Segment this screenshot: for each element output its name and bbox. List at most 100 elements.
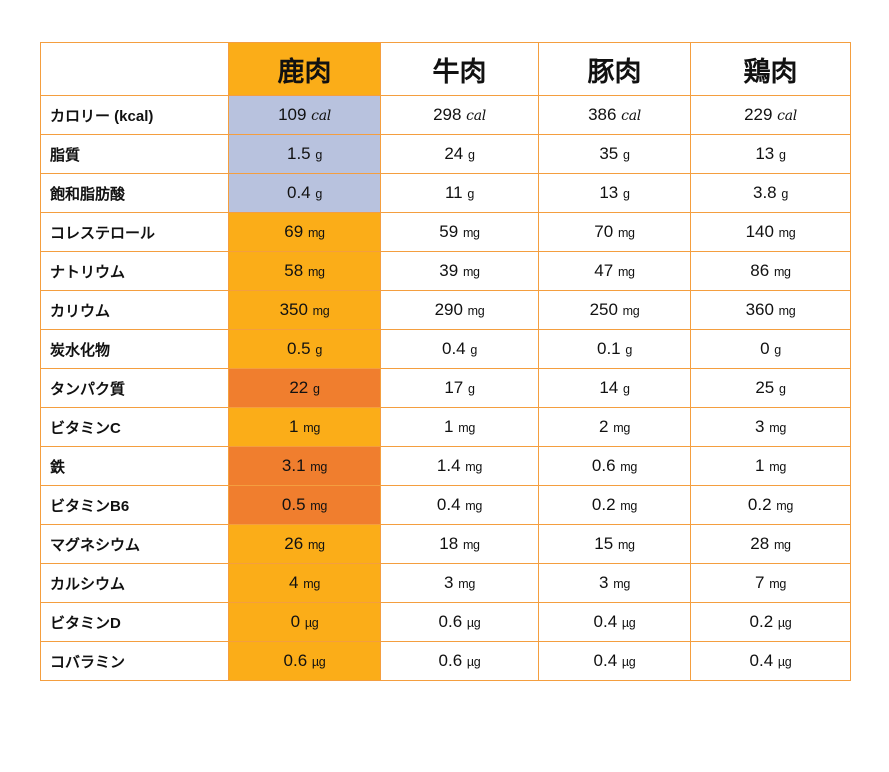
value-cell: 22 g (228, 368, 381, 408)
unit-label: µg (466, 655, 481, 669)
unit-label: mg (769, 577, 786, 591)
value-cell: 0.2 mg (538, 485, 691, 525)
value-text: 25 (755, 378, 775, 397)
unit-label: mg (769, 421, 786, 435)
value-cell: 350 mg (228, 290, 381, 330)
value-text: 1 (755, 456, 765, 475)
value-cell: 25 g (690, 368, 851, 408)
value-text: 18 (439, 534, 459, 553)
row-label: カルシウム (40, 563, 229, 603)
value-cell: 3 mg (538, 563, 691, 603)
value-cell: 0.6 µg (228, 641, 381, 681)
column-header: 豚肉 (538, 42, 691, 96)
value-cell: 35 g (538, 134, 691, 174)
value-text: 7 (755, 573, 765, 592)
unit-label: mg (465, 499, 483, 513)
unit-label: mg (310, 499, 328, 513)
unit-label: mg (617, 226, 635, 240)
table-row: 鉄 3.1 mg 1.4 mg 0.6 mg 1 mg (40, 446, 851, 486)
value-text: 0.6 (283, 651, 308, 670)
value-text: 229 (744, 105, 773, 124)
value-text: 0.5 (286, 339, 311, 358)
unit-label: g (467, 187, 475, 201)
row-label: カリウム (40, 290, 229, 330)
value-cell: 0 g (690, 329, 851, 369)
value-text: 298 (433, 105, 462, 124)
value-cell: 1.5 g (228, 134, 381, 174)
value-cell: 0.4 µg (538, 641, 691, 681)
unit-label: cal (777, 108, 797, 124)
unit-label: g (779, 382, 786, 396)
table-row: コレステロール 69 mg 59 mg 70 mg 140 mg (40, 212, 851, 252)
value-cell: 229 cal (690, 95, 851, 135)
value-cell: 13 g (538, 173, 691, 213)
value-text: 11 (444, 183, 463, 202)
value-text: 3 (755, 417, 765, 436)
value-text: 35 (599, 144, 619, 163)
value-text: 47 (594, 261, 614, 280)
value-text: 0.2 (749, 612, 774, 631)
corner-cell (40, 42, 229, 96)
value-text: 2 (599, 417, 609, 436)
value-text: 58 (284, 261, 304, 280)
value-text: 13 (755, 144, 775, 163)
unit-label: cal (621, 108, 641, 124)
unit-label: g (315, 148, 323, 162)
table-row: タンパク質 22 g 17 g 14 g 25 g (40, 368, 851, 408)
value-text: 0 (760, 339, 770, 358)
unit-label: g (470, 343, 478, 357)
unit-label: g (313, 382, 320, 396)
value-text: 17 (444, 378, 464, 397)
value-text: 0.6 (591, 456, 616, 475)
unit-label: mg (462, 226, 480, 240)
value-text: 0.5 (281, 495, 306, 514)
column-header: 鹿肉 (228, 42, 381, 96)
value-cell: 18 mg (380, 524, 539, 564)
value-cell: 47 mg (538, 251, 691, 291)
unit-label: µg (311, 655, 326, 669)
row-label: マグネシウム (40, 524, 229, 564)
value-text: 3 (599, 573, 609, 592)
unit-label: µg (466, 616, 481, 630)
unit-label: g (779, 148, 786, 162)
value-text: 0.4 (436, 495, 461, 514)
unit-label: mg (303, 577, 320, 591)
unit-label: mg (307, 226, 325, 240)
value-cell: 386 cal (538, 95, 691, 135)
column-header: 牛肉 (380, 42, 539, 96)
value-text: 13 (599, 183, 619, 202)
value-text: 15 (594, 534, 614, 553)
unit-label: g (468, 148, 475, 162)
unit-label: mg (613, 577, 630, 591)
unit-label: µg (304, 616, 319, 630)
value-cell: 24 g (380, 134, 539, 174)
unit-label: mg (769, 460, 786, 474)
value-cell: 58 mg (228, 251, 381, 291)
row-label: タンパク質 (40, 368, 229, 408)
row-label: ナトリウム (40, 251, 229, 291)
table-row: 飽和脂肪酸 0.4 g 11 g 13 g 3.8 g (40, 173, 851, 213)
value-cell: 3.1 mg (228, 446, 381, 486)
value-text: 0.2 (747, 495, 772, 514)
unit-label: g (315, 187, 323, 201)
value-cell: 360 mg (690, 290, 851, 330)
unit-label: mg (773, 538, 791, 552)
value-cell: 3.8 g (690, 173, 851, 213)
value-cell: 298 cal (380, 95, 539, 135)
value-text: 69 (284, 222, 304, 241)
value-text: 1.5 (286, 144, 311, 163)
unit-label: mg (778, 304, 796, 318)
table-row: カリウム 350 mg 290 mg 250 mg 360 mg (40, 290, 851, 330)
unit-label: mg (312, 304, 330, 318)
value-text: 14 (599, 378, 619, 397)
value-text: 3.1 (281, 456, 306, 475)
value-cell: 69 mg (228, 212, 381, 252)
value-text: 39 (439, 261, 459, 280)
value-cell: 39 mg (380, 251, 539, 291)
row-label: コレステロール (40, 212, 229, 252)
value-text: 0.6 (438, 612, 463, 631)
value-cell: 0.6 mg (538, 446, 691, 486)
value-cell: 0.5 mg (228, 485, 381, 525)
value-cell: 17 g (380, 368, 539, 408)
